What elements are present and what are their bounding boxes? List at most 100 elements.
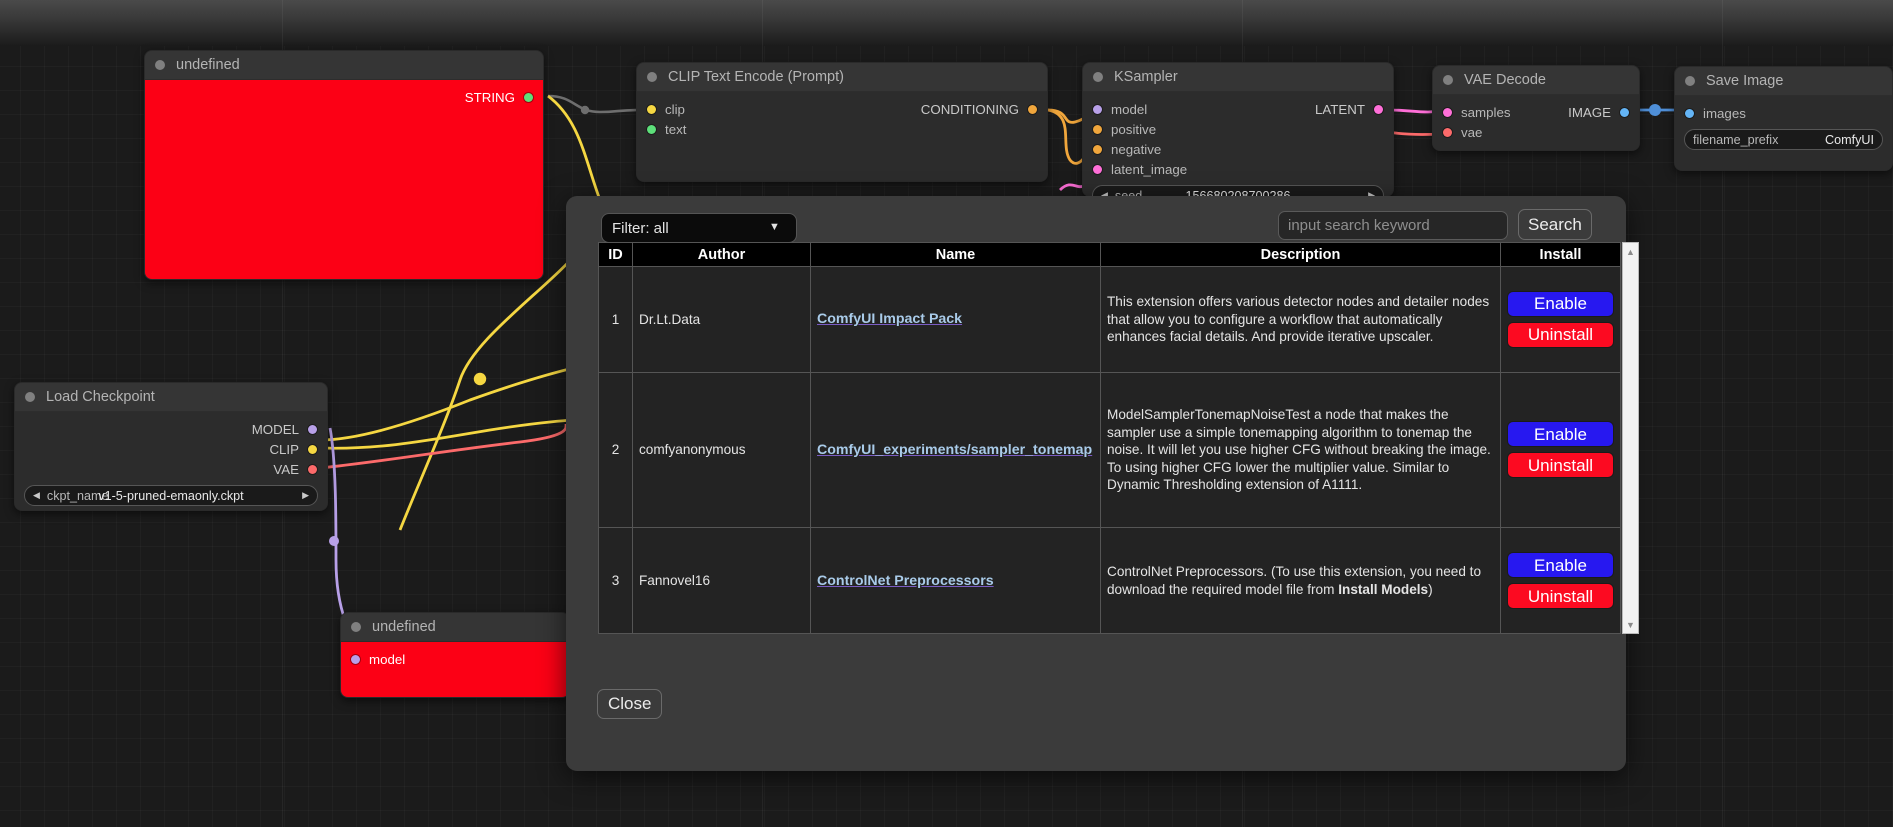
- node-input-clip[interactable]: clip: [637, 99, 1047, 119]
- node-input-label: samples: [1461, 104, 1511, 120]
- node-title-bar[interactable]: CLIP Text Encode (Prompt): [637, 63, 1047, 92]
- cell-author: Dr.Lt.Data: [632, 266, 811, 373]
- node-collapse-icon[interactable]: [1443, 75, 1453, 85]
- node-input-model[interactable]: model: [341, 649, 569, 669]
- uninstall-button[interactable]: Uninstall: [1507, 452, 1614, 479]
- widget-value[interactable]: 156680208700286: [1185, 188, 1291, 197]
- input-port-dot[interactable]: [1093, 144, 1102, 154]
- node-collapse-icon[interactable]: [647, 72, 657, 82]
- node-title-bar[interactable]: Save Image: [1675, 67, 1892, 96]
- node-undefined-bottom[interactable]: undefined model: [340, 612, 570, 698]
- extension-link[interactable]: ComfyUI_experiments/sampler_tonemap: [817, 441, 1093, 458]
- table-row: 3 Fannovel16 ControlNet Preprocessors Co…: [598, 527, 1621, 634]
- input-port-dot[interactable]: [647, 124, 656, 134]
- node-title-text: KSampler: [1114, 69, 1178, 85]
- widget-next-arrow-icon[interactable]: ▶: [1368, 190, 1375, 197]
- node-input-model[interactable]: model: [1083, 99, 1393, 119]
- widget-ckpt-name[interactable]: ◀ ckpt_name v1-5-pruned-emaonly.ckpt ▶: [24, 485, 318, 506]
- input-port-dot[interactable]: [1443, 107, 1452, 117]
- uninstall-button[interactable]: Uninstall: [1507, 583, 1614, 610]
- cell-name: ComfyUI_experiments/sampler_tonemap: [810, 371, 1101, 529]
- node-ksampler[interactable]: KSampler model positive negative latent_…: [1082, 62, 1394, 197]
- output-port-dot[interactable]: [1374, 104, 1383, 114]
- node-title-text: VAE Decode: [1464, 72, 1546, 88]
- extension-link[interactable]: ComfyUI Impact Pack: [817, 311, 963, 328]
- node-output-conditioning[interactable]: CONDITIONING: [909, 99, 1047, 119]
- search-input[interactable]: [1278, 211, 1508, 240]
- node-collapse-icon[interactable]: [155, 60, 165, 70]
- widget-next-arrow-icon[interactable]: ▶: [302, 490, 309, 500]
- node-title-bar[interactable]: KSampler: [1083, 63, 1393, 92]
- cell-author: comfyanonymous: [632, 371, 811, 529]
- node-input-latent-image[interactable]: latent_image: [1083, 159, 1393, 179]
- extension-link[interactable]: ControlNet Preprocessors: [817, 572, 994, 589]
- node-collapse-icon[interactable]: [351, 622, 361, 632]
- cell-author: Fannovel16: [632, 527, 811, 634]
- output-port-dot[interactable]: [308, 424, 317, 434]
- output-port-dot[interactable]: [524, 92, 533, 102]
- input-port-dot[interactable]: [351, 654, 360, 664]
- search-button[interactable]: Search: [1518, 209, 1592, 240]
- node-input-negative[interactable]: negative: [1083, 139, 1393, 159]
- enable-button[interactable]: Enable: [1507, 552, 1614, 579]
- widget-prev-arrow-icon[interactable]: ◀: [33, 490, 40, 500]
- scroll-up-arrow-icon[interactable]: ▲: [1626, 246, 1635, 257]
- output-port-dot[interactable]: [308, 464, 317, 474]
- widget-filename-prefix[interactable]: filename_prefix ComfyUI: [1684, 129, 1883, 150]
- node-output-string[interactable]: STRING: [145, 87, 543, 107]
- node-collapse-icon[interactable]: [1685, 76, 1695, 86]
- enable-button[interactable]: Enable: [1507, 290, 1614, 317]
- node-save-image[interactable]: Save Image images filename_prefix ComfyU…: [1674, 66, 1893, 171]
- input-port-dot[interactable]: [1685, 108, 1694, 118]
- table-vertical-scrollbar[interactable]: ▲ ▼: [1622, 242, 1639, 634]
- widget-prev-arrow-icon[interactable]: ◀: [1101, 190, 1108, 197]
- node-output-label: MODEL: [251, 421, 299, 437]
- node-input-positive[interactable]: positive: [1083, 119, 1393, 139]
- output-port-dot[interactable]: [1028, 104, 1037, 114]
- node-output-latent[interactable]: LATENT: [1303, 99, 1393, 119]
- input-port-dot[interactable]: [1093, 164, 1102, 174]
- node-input-images[interactable]: images: [1675, 103, 1892, 123]
- widget-value[interactable]: ComfyUI: [1825, 132, 1874, 147]
- output-port-dot[interactable]: [1620, 107, 1629, 117]
- description-text-bold: Install Models: [1338, 581, 1429, 597]
- input-port-dot[interactable]: [1093, 124, 1102, 134]
- node-collapse-icon[interactable]: [1093, 72, 1103, 82]
- node-vae-decode[interactable]: VAE Decode samples vae IMAGE: [1432, 65, 1640, 151]
- node-load-checkpoint[interactable]: Load Checkpoint MODEL CLIP VAE ◀ ckpt_na…: [14, 382, 328, 511]
- node-output-image[interactable]: IMAGE: [1556, 102, 1639, 122]
- node-output-clip[interactable]: CLIP: [15, 439, 327, 459]
- cell-name: ComfyUI Impact Pack: [810, 266, 1101, 373]
- input-port-dot[interactable]: [1093, 104, 1102, 114]
- scroll-down-arrow-icon[interactable]: ▼: [1626, 619, 1635, 630]
- filter-select[interactable]: Filter: allFilter: installedFilter: not-…: [601, 213, 797, 243]
- node-clip-text-encode[interactable]: CLIP Text Encode (Prompt) clip text COND…: [636, 62, 1048, 182]
- enable-button[interactable]: Enable: [1507, 421, 1614, 448]
- node-input-samples[interactable]: samples: [1433, 102, 1639, 122]
- node-input-label: clip: [665, 101, 685, 117]
- grid-major-line: [1722, 0, 1723, 827]
- node-title-bar[interactable]: Load Checkpoint: [15, 383, 327, 412]
- uninstall-button[interactable]: Uninstall: [1507, 321, 1614, 348]
- node-output-label: STRING: [464, 89, 515, 105]
- node-input-vae[interactable]: vae: [1433, 122, 1639, 142]
- node-collapse-icon[interactable]: [25, 392, 35, 402]
- node-output-model[interactable]: MODEL: [15, 419, 327, 439]
- close-button[interactable]: Close: [597, 689, 663, 719]
- node-input-label: model: [1111, 101, 1148, 117]
- output-port-dot[interactable]: [308, 444, 317, 454]
- widget-value[interactable]: v1-5-pruned-emaonly.ckpt: [98, 488, 244, 503]
- node-undefined-top[interactable]: undefined STRING: [144, 50, 544, 280]
- input-port-dot[interactable]: [1443, 127, 1452, 137]
- node-title-bar[interactable]: VAE Decode: [1433, 66, 1639, 95]
- node-body: STRING: [145, 80, 543, 279]
- node-body: images filename_prefix ComfyUI: [1675, 96, 1892, 170]
- node-input-text[interactable]: text: [637, 119, 1047, 139]
- node-output-vae[interactable]: VAE: [15, 459, 327, 479]
- cell-id: 1: [598, 266, 633, 373]
- node-title-bar[interactable]: undefined: [341, 613, 569, 642]
- node-output-label: VAE: [273, 461, 299, 477]
- input-port-dot[interactable]: [647, 104, 656, 114]
- node-body: samples vae IMAGE: [1433, 95, 1639, 150]
- node-title-bar[interactable]: undefined: [145, 51, 543, 80]
